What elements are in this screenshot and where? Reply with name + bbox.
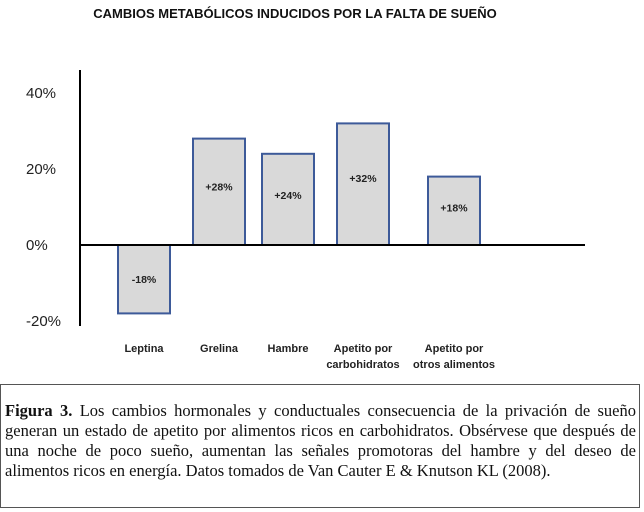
category-label: otros alimentos (413, 359, 495, 371)
category-label: carbohidratos (326, 359, 399, 371)
y-tick-label: 20% (26, 161, 56, 178)
y-tick-label: -20% (26, 313, 61, 330)
category-label: Grelina (200, 343, 239, 355)
data-label: +18% (440, 202, 468, 214)
figure-caption: Figura 3. Los cambios hormonales y condu… (5, 401, 636, 481)
data-label: +24% (274, 190, 302, 202)
chart-title: CAMBIOS METABÓLICOS INDUCIDOS POR LA FAL… (93, 6, 497, 21)
data-label: -18% (132, 274, 157, 286)
category-label: Hambre (268, 343, 309, 355)
figure-caption-box: Figura 3. Los cambios hormonales y condu… (0, 384, 640, 508)
bar (117, 244, 171, 315)
y-tick-label: 0% (26, 237, 48, 254)
caption-text: Los cambios hormonales y conductuales co… (5, 401, 636, 480)
category-label: Apetito por (334, 343, 393, 355)
category-label: Leptina (124, 343, 164, 355)
bar (336, 122, 390, 246)
bar (261, 152, 315, 246)
figure-label: Figura 3. (5, 401, 73, 420)
y-tick-label: 40% (26, 85, 56, 102)
category-label: Apetito por (425, 343, 484, 355)
data-label: +32% (349, 173, 377, 185)
bar-chart: -20% 0% 20% 40% -18% Leptina +28% Grelina +24% Ha… (26, 70, 585, 371)
data-label: +28% (205, 181, 233, 193)
